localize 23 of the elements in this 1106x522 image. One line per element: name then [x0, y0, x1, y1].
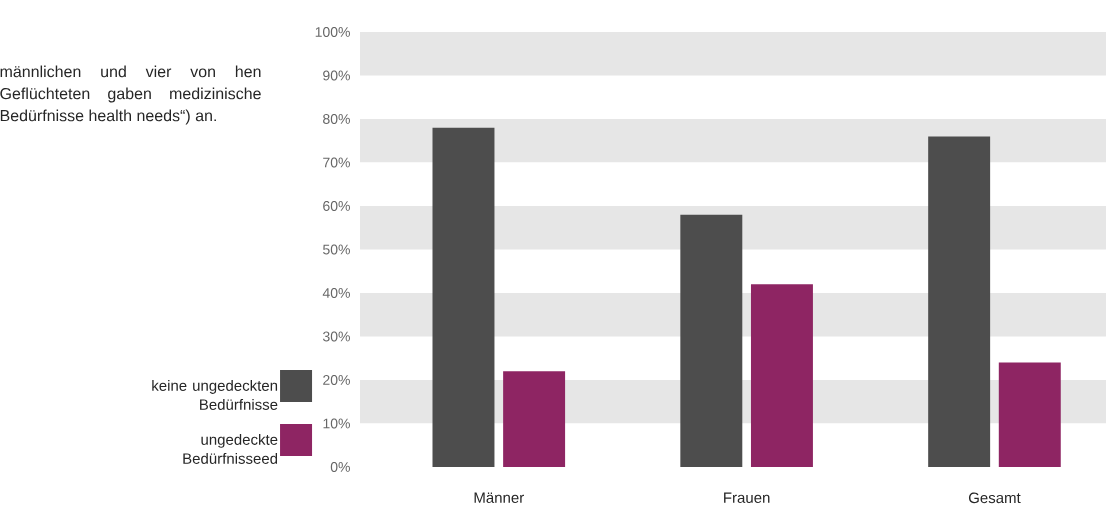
y-tick-label: 60%: [323, 201, 350, 211]
x-tick-label: Frauen: [724, 492, 770, 503]
y-tick-label: 100%: [315, 27, 350, 37]
y-tick-label: 80%: [323, 114, 350, 124]
bar: [998, 362, 1061, 467]
legend-label: ungedeckte Bedürfnisseed: [183, 433, 278, 464]
y-tick-label: 40%: [322, 288, 350, 298]
bar: [928, 136, 991, 467]
y-tick-label: 70%: [323, 157, 350, 168]
text: männlichen und vier von hen Geflüchteten gaben medizinische Bedürfnisse health needs“) an.: [0, 65, 261, 125]
x-tick-label: Gesamt: [968, 492, 1021, 504]
y-tick-label: 20%: [323, 375, 350, 385]
y-tick-label: 30%: [322, 331, 350, 342]
y-tick-label: 0%: [330, 462, 350, 472]
bar: [432, 127, 495, 467]
y-tick-label: 50%: [323, 244, 350, 255]
legend-label: keine ungedeckten Bedürfnisse: [152, 379, 278, 410]
x-tick-label: Männer: [474, 492, 524, 503]
y-tick-label: 10%: [323, 418, 350, 429]
y-tick-label: 90%: [323, 70, 350, 81]
bar: [680, 214, 743, 467]
bar: [503, 371, 566, 467]
bar: [750, 284, 813, 467]
